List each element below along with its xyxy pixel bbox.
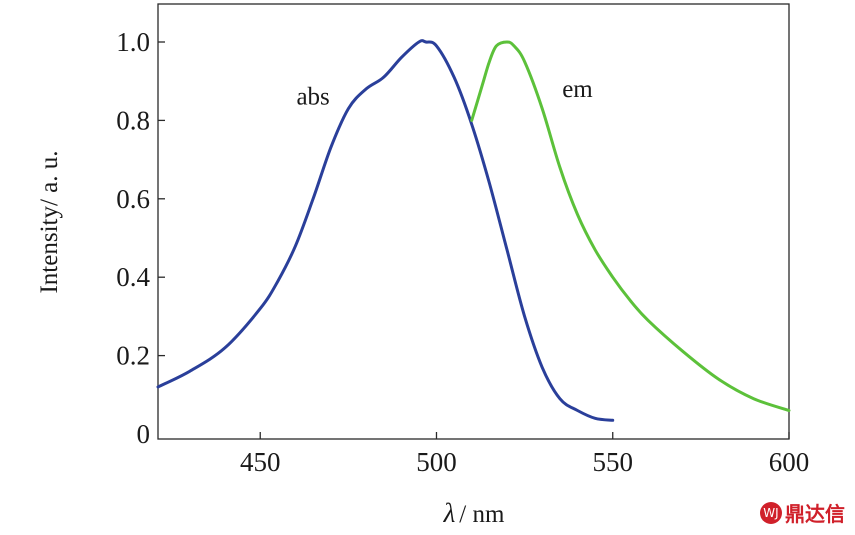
x-tick-label: 600 (769, 447, 810, 477)
y-axis-label: Intensity/ a. u. (36, 150, 63, 293)
plot-frame (157, 3, 790, 440)
series-label-abs: abs (296, 84, 329, 111)
watermark-icon: WJ (760, 501, 782, 524)
series-line-abs (156, 39, 615, 422)
series-label-em: em (562, 76, 593, 103)
x-tick-label: 550 (592, 447, 633, 477)
y-tick-label: 0.2 (116, 341, 150, 371)
x-tick-label: 450 (240, 447, 281, 477)
y-tick-label: 0.4 (116, 262, 150, 292)
series-lines (156, 39, 791, 422)
x-axis-ticks: 450 500 550 600 (240, 432, 809, 477)
y-axis-ticks: 0 0.2 0.4 0.6 0.8 1.0 (116, 27, 165, 449)
x-axis-label: λ / nm (443, 498, 505, 528)
y-tick-label: 0.6 (116, 184, 150, 214)
x-axis-label-symbol: λ (443, 498, 456, 528)
x-tick-label: 500 (416, 447, 457, 477)
y-tick-label: 1.0 (116, 27, 150, 57)
x-axis-label-unit: / nm (459, 501, 505, 528)
y-tick-label: 0.8 (116, 105, 150, 135)
watermark-logo: WJ 鼎达信 (760, 498, 845, 527)
series-line-em (470, 40, 791, 412)
series-labels: abs em (296, 76, 593, 111)
watermark-text: 鼎达信 (785, 502, 845, 526)
axes (157, 3, 790, 440)
y-tick-label: 0 (137, 419, 151, 449)
